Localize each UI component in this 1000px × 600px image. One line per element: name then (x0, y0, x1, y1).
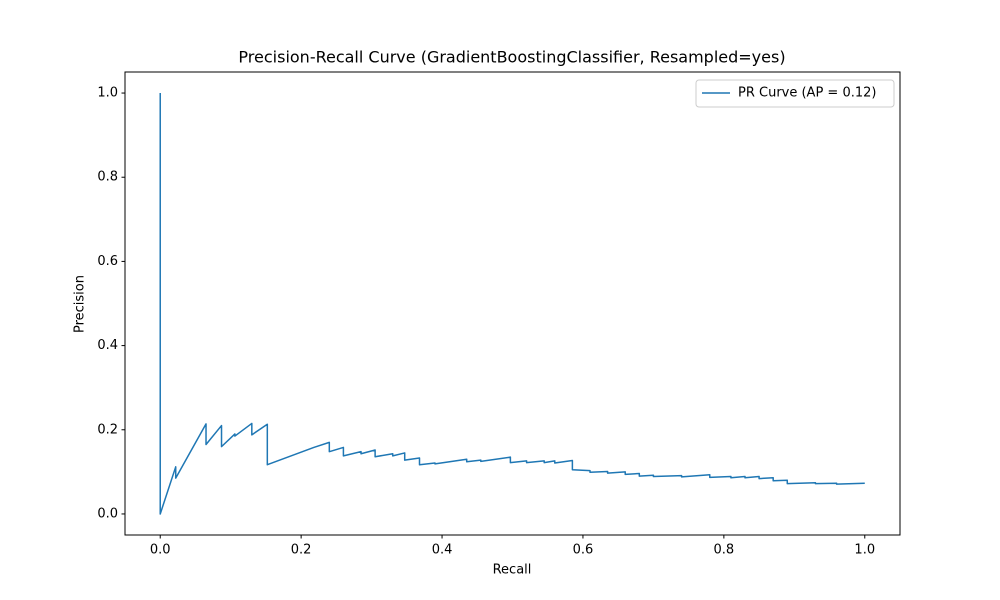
y-axis-label: Precision (73, 275, 88, 333)
x-tick-label: 0.6 (573, 543, 594, 558)
legend-label: PR Curve (AP = 0.12) (738, 86, 876, 101)
x-axis-label: Recall (493, 563, 532, 578)
x-tick-label: 0.8 (714, 543, 735, 558)
x-tick-label: 1.0 (854, 543, 875, 558)
chart-title: Precision-Recall Curve (GradientBoosting… (238, 48, 785, 67)
axes-frame (124, 71, 901, 536)
legend-box (695, 79, 895, 108)
pr-curve (159, 93, 865, 515)
x-tick-label: 0.2 (291, 543, 312, 558)
y-tick-label: 0.6 (97, 254, 118, 269)
y-tick-label: 0.8 (97, 170, 118, 185)
y-tick-label: 0.4 (97, 338, 118, 353)
y-tick-label: 0.0 (97, 506, 118, 521)
y-tick-label: 0.2 (97, 422, 118, 437)
y-tick-label: 1.0 (97, 86, 118, 101)
x-tick-label: 0.0 (150, 543, 171, 558)
x-tick-label: 0.4 (432, 543, 453, 558)
